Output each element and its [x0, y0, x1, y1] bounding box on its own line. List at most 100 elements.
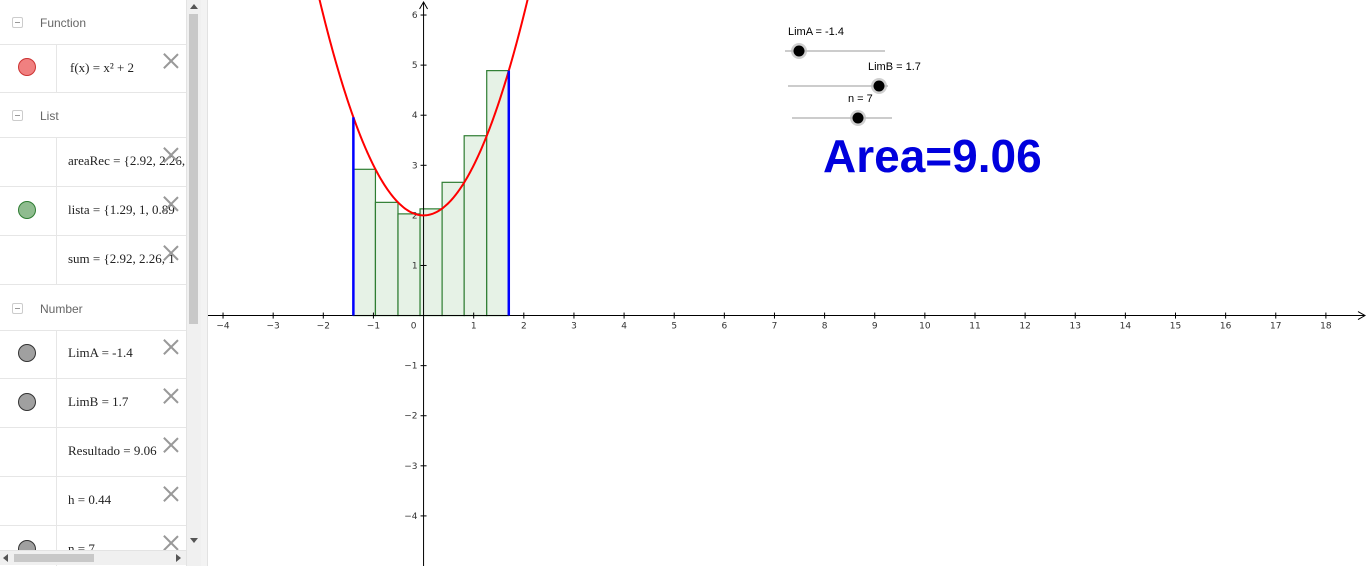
- delete-icon[interactable]: [162, 485, 180, 503]
- collapse-icon[interactable]: [12, 303, 23, 314]
- group-list-label: List: [40, 109, 59, 123]
- group-number-label: Number: [40, 302, 83, 316]
- algebra-row-lima[interactable]: LimA = -1.4: [0, 330, 186, 379]
- y-tick-label: 5: [412, 61, 418, 71]
- function-expression[interactable]: f(x) = x² + 2: [70, 60, 135, 75]
- x-tick-label: 3: [571, 322, 577, 332]
- algebra-row-lista[interactable]: lista = {1.29, 1, 0.89: [0, 187, 186, 236]
- lima-expression[interactable]: LimA = -1.4: [68, 345, 133, 360]
- algebra-row-resultado[interactable]: Resultado = 9.06: [0, 428, 186, 477]
- x-tick-label: 11: [969, 322, 980, 332]
- y-tick-label: −4: [404, 512, 418, 522]
- x-tick-label: −4: [216, 322, 230, 332]
- collapse-icon[interactable]: [12, 110, 23, 121]
- riemann-rectangle[interactable]: [441, 181, 465, 317]
- visibility-toggle-icon[interactable]: [18, 344, 36, 362]
- x-tick-label: 8: [822, 322, 828, 332]
- algebra-row-arearec[interactable]: areaRec = {2.92, 2.26,: [0, 138, 186, 187]
- slider-knob[interactable]: [873, 80, 885, 92]
- vertical-scrollbar[interactable]: [186, 0, 201, 566]
- visibility-toggle-icon[interactable]: [18, 58, 36, 76]
- delete-icon[interactable]: [162, 244, 180, 262]
- scroll-up-icon[interactable]: [190, 4, 198, 9]
- scroll-left-icon[interactable]: [3, 554, 8, 562]
- row-marker: [0, 138, 57, 186]
- x-tick-label: 16: [1220, 322, 1232, 332]
- sum-expression[interactable]: sum = {2.92, 2.26, 1: [68, 251, 175, 266]
- horizontal-scrollbar[interactable]: [0, 550, 186, 565]
- graphics-view[interactable]: −4 −3 −2 −1 0 1 2 3 4 5 6 7 8 9 10 11 12 13 14 15 16 17 18 −4 −3…: [208, 0, 1366, 566]
- x-tick-label: 5: [671, 322, 677, 332]
- x-tick-label: 7: [772, 322, 778, 332]
- riemann-rectangle[interactable]: [374, 201, 399, 317]
- visibility-toggle-icon[interactable]: [18, 201, 36, 219]
- x-tick-label: 9: [872, 322, 878, 332]
- y-tick-label: 3: [412, 161, 418, 171]
- resultado-expression[interactable]: Resultado = 9.06: [68, 443, 157, 458]
- row-marker: [0, 187, 57, 235]
- slider-knob[interactable]: [852, 112, 864, 124]
- x-tick-label: 1: [471, 322, 477, 332]
- y-tick-label: −1: [404, 362, 417, 372]
- vertical-scroll-thumb[interactable]: [189, 14, 198, 324]
- group-list-header[interactable]: List: [0, 93, 186, 138]
- plot-canvas[interactable]: −4 −3 −2 −1 0 1 2 3 4 5 6 7 8 9 10 11 12 13 14 15 16 17 18−4−3…: [208, 0, 1366, 566]
- riemann-rectangle[interactable]: [352, 168, 377, 317]
- algebra-row-sum[interactable]: sum = {2.92, 2.26, 1: [0, 236, 186, 285]
- group-function-header[interactable]: Function: [0, 0, 186, 45]
- x-tick-label: 10: [919, 322, 931, 332]
- delete-icon[interactable]: [162, 338, 180, 356]
- x-tick-label: 17: [1270, 322, 1281, 332]
- row-marker: [0, 379, 57, 427]
- scroll-right-icon[interactable]: [176, 554, 181, 562]
- group-number-header[interactable]: Number: [0, 286, 186, 331]
- x-tick-label: −1: [367, 322, 380, 332]
- slider-knob[interactable]: [793, 45, 805, 57]
- y-tick-label: −3: [404, 462, 417, 472]
- collapse-icon[interactable]: [12, 17, 23, 28]
- y-tick-label: 4: [412, 111, 418, 121]
- row-marker: [0, 44, 57, 92]
- x-tick-label: 0: [411, 322, 417, 332]
- algebra-row-limb[interactable]: LimB = 1.7: [0, 379, 186, 428]
- algebra-row-function[interactable]: f(x) = x² + 2: [0, 44, 186, 93]
- algebra-row-h[interactable]: h = 0.44: [0, 477, 186, 526]
- limb-expression[interactable]: LimB = 1.7: [68, 394, 129, 409]
- x-tick-label: 13: [1070, 322, 1081, 332]
- x-tick-label: 2: [521, 322, 527, 332]
- y-tick-label: 1: [412, 261, 418, 271]
- x-tick-label: 12: [1019, 322, 1030, 332]
- group-function-label: Function: [40, 16, 87, 30]
- h-expression[interactable]: h = 0.44: [68, 492, 112, 507]
- row-marker: [0, 477, 57, 525]
- x-tick-label: 18: [1320, 322, 1332, 332]
- arearec-expression[interactable]: areaRec = {2.92, 2.26,: [68, 153, 186, 168]
- delete-icon[interactable]: [162, 52, 180, 70]
- slider-label: n = 7: [848, 93, 873, 105]
- x-tick-label: 4: [621, 322, 627, 332]
- slider-label: LimB = 1.7: [868, 61, 921, 73]
- y-tick-label: 6: [412, 11, 418, 21]
- row-marker: [0, 236, 57, 284]
- x-axis-arrow-icon: [1357, 311, 1366, 320]
- x-tick-label: −2: [317, 322, 330, 332]
- function-curve[interactable]: [308, 0, 538, 217]
- row-marker: [0, 428, 57, 476]
- visibility-toggle-icon[interactable]: [18, 393, 36, 411]
- delete-icon[interactable]: [162, 436, 180, 454]
- delete-icon[interactable]: [162, 195, 180, 213]
- y-axis-arrow-icon: [419, 0, 428, 10]
- x-tick-label: 14: [1120, 322, 1132, 332]
- row-marker: [0, 330, 57, 378]
- scroll-down-icon[interactable]: [190, 538, 198, 543]
- y-tick-label: 2: [412, 211, 418, 221]
- lista-expression[interactable]: lista = {1.29, 1, 0.89: [68, 202, 175, 217]
- slider-label: LimA = -1.4: [788, 26, 844, 38]
- y-tick-label: −2: [404, 412, 417, 422]
- delete-icon[interactable]: [162, 387, 180, 405]
- view-divider[interactable]: [201, 0, 208, 566]
- horizontal-scroll-thumb[interactable]: [14, 554, 94, 562]
- delete-icon[interactable]: [162, 146, 180, 164]
- x-tick-label: 6: [721, 322, 727, 332]
- algebra-view: Function f(x) = x² + 2 List areaRec = {2…: [0, 0, 186, 566]
